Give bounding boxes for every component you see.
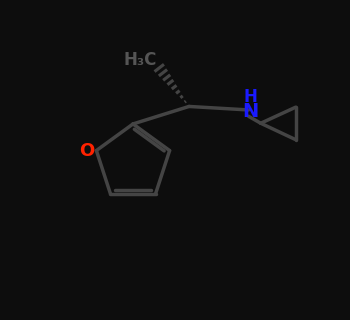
Text: O: O	[79, 141, 94, 160]
Text: N: N	[242, 102, 258, 121]
Text: H: H	[243, 88, 257, 106]
Text: H₃C: H₃C	[123, 51, 157, 69]
